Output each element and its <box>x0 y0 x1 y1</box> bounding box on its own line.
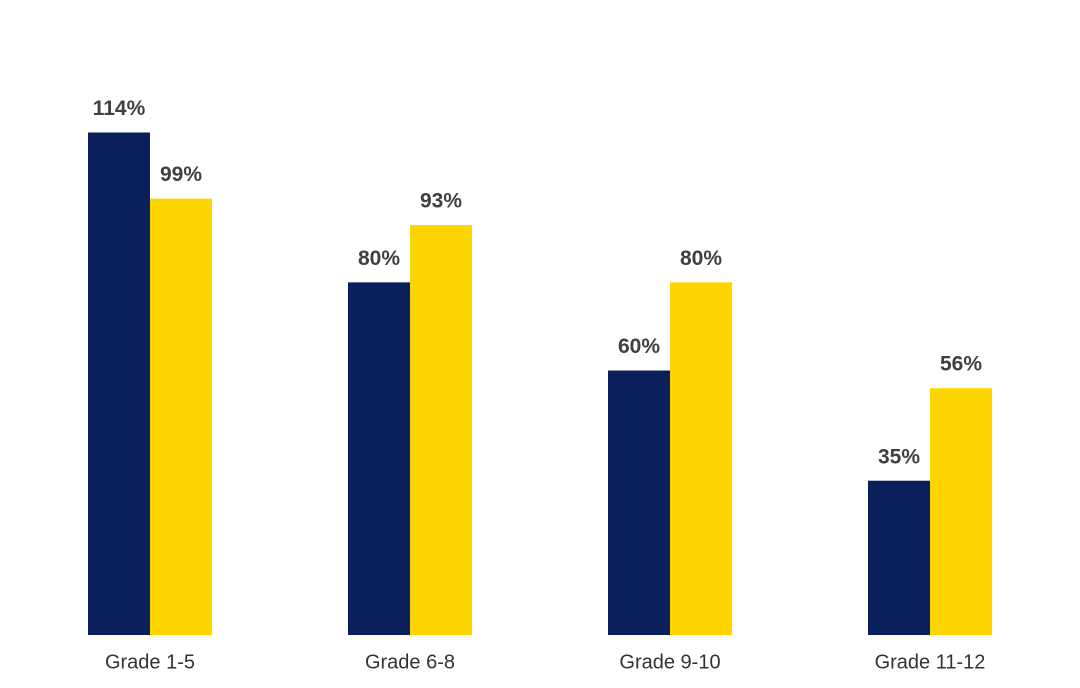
bar <box>608 370 670 635</box>
bar <box>348 282 410 635</box>
x-tick-label: Grade 9-10 <box>619 651 720 673</box>
x-tick-label: Grade 1-5 <box>105 651 195 673</box>
bar <box>868 480 930 635</box>
data-label: 80% <box>680 247 722 270</box>
data-label: 80% <box>358 247 400 270</box>
data-label: 56% <box>940 353 982 376</box>
data-label: 35% <box>878 445 920 468</box>
bar <box>410 225 472 635</box>
data-label: 60% <box>618 335 660 358</box>
x-tick-label: Grade 11-12 <box>875 651 986 673</box>
data-label: 99% <box>160 163 202 186</box>
bar <box>670 282 732 635</box>
x-tick-label: Grade 6-8 <box>365 651 455 673</box>
data-label: 114% <box>93 97 146 120</box>
bar <box>88 132 150 635</box>
bar <box>150 198 212 635</box>
data-label: 93% <box>420 190 462 213</box>
bar <box>930 388 992 635</box>
